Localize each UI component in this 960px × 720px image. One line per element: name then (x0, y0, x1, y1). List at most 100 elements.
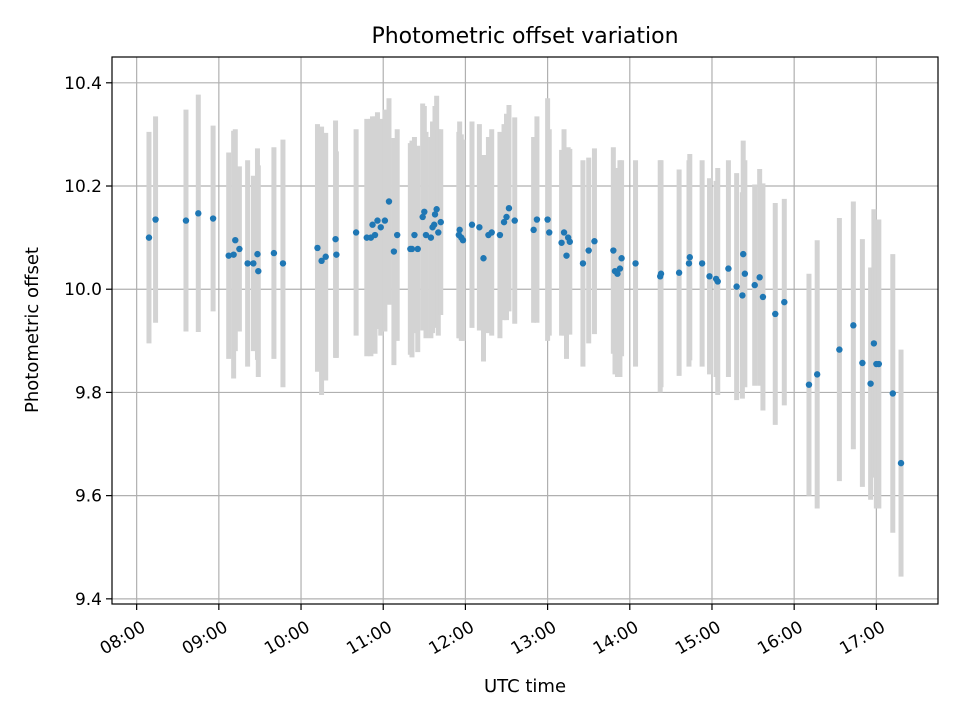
data-point (408, 245, 416, 253)
data-point (751, 281, 758, 289)
data-point (232, 236, 239, 244)
data-point (500, 218, 508, 226)
data-point (772, 310, 779, 318)
data-point (714, 278, 721, 285)
data-point (236, 245, 243, 253)
data-point (152, 216, 159, 223)
data-points (145, 198, 905, 467)
data-point (244, 260, 251, 267)
data-point (685, 260, 693, 267)
data-point (433, 206, 440, 213)
data-point (585, 247, 592, 254)
data-point (739, 292, 746, 299)
data-point (371, 231, 379, 239)
data-point (385, 198, 393, 205)
data-point (544, 216, 551, 223)
data-point (145, 234, 153, 241)
data-point (435, 229, 442, 236)
data-point (618, 255, 625, 262)
data-point (698, 260, 706, 267)
data-point (456, 226, 463, 234)
data-point (270, 249, 278, 257)
data-point (332, 235, 339, 243)
data-point (563, 252, 570, 259)
data-point (381, 217, 389, 224)
data-point (427, 234, 435, 241)
y-tick-label: 9.6 (75, 487, 102, 507)
data-point (431, 211, 439, 218)
data-point (579, 260, 587, 267)
data-point (505, 204, 513, 212)
data-point (437, 218, 444, 226)
data-point (560, 229, 568, 236)
data-point (850, 322, 857, 329)
y-axis-label: Photometric offset (22, 247, 43, 413)
data-point (195, 210, 202, 217)
data-point (414, 245, 421, 253)
data-point (250, 260, 257, 267)
data-point (333, 251, 340, 258)
data-point (209, 215, 217, 222)
data-point (421, 208, 428, 216)
data-point (533, 216, 541, 223)
y-tick-label: 9.8 (75, 383, 102, 403)
data-point (511, 217, 518, 224)
data-point (889, 390, 896, 397)
data-point (480, 255, 487, 262)
data-point (725, 265, 732, 272)
data-point (859, 359, 866, 367)
data-point (318, 257, 325, 265)
chart-title: Photometric offset variation (371, 24, 678, 49)
data-point (616, 265, 624, 272)
data-point (558, 239, 565, 246)
data-point (369, 221, 376, 228)
y-tick-label: 10.0 (64, 280, 102, 300)
data-point (781, 298, 788, 306)
data-point (706, 273, 713, 280)
data-point (488, 229, 495, 236)
data-point (430, 221, 438, 228)
data-point (591, 238, 598, 245)
data-point (530, 226, 537, 234)
data-point (686, 254, 693, 261)
y-tick-label: 10.4 (64, 74, 102, 94)
data-point (610, 247, 617, 254)
data-point (377, 224, 384, 231)
data-point (255, 267, 262, 275)
data-point (254, 250, 261, 258)
data-point (875, 360, 883, 368)
data-point (230, 251, 237, 258)
data-point (733, 283, 740, 290)
data-point (675, 269, 683, 276)
data-point (476, 224, 483, 231)
data-point (374, 217, 381, 224)
data-point (813, 371, 821, 378)
data-point (419, 213, 426, 221)
data-point (759, 293, 767, 301)
data-point (503, 213, 510, 221)
data-point (322, 253, 329, 260)
data-point (459, 236, 467, 244)
data-point (741, 270, 749, 277)
data-point (867, 380, 874, 387)
data-point (314, 244, 321, 252)
data-point (614, 270, 621, 277)
data-point (496, 231, 504, 239)
data-point (546, 229, 553, 236)
plot-frame (111, 56, 939, 605)
data-point (657, 270, 665, 277)
y-tick-label: 9.4 (75, 590, 102, 610)
data-point (422, 231, 430, 239)
data-point (870, 340, 878, 347)
data-point (352, 229, 360, 236)
data-point (632, 260, 639, 267)
data-point (411, 231, 418, 239)
data-point (756, 274, 763, 281)
y-tick-label: 10.2 (64, 177, 102, 197)
data-point (225, 252, 232, 259)
data-point (897, 459, 905, 467)
data-point (836, 346, 843, 353)
x-axis-label: UTC time (484, 676, 566, 697)
data-point (390, 248, 398, 255)
